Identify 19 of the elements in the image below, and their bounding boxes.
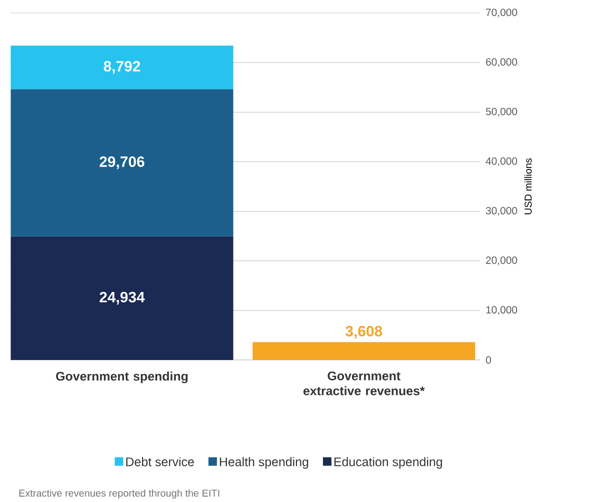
y-axis-title: USD millions [524,158,532,214]
legend-label: Debt service [126,457,194,466]
x-tick-label: Government spending [56,372,188,384]
data-label: 8,792 [104,60,140,74]
y-tick-label: 0 [486,356,491,364]
data-label: 24,934 [100,292,145,305]
y-tick-label: 30,000 [486,206,518,216]
data-label: 3,608 [346,326,382,339]
y-tick-label: 40,000 [486,157,518,166]
y-tick-label: 20,000 [486,256,518,266]
y-tick-label: 10,000 [486,306,518,315]
y-tick-label: 50,000 [486,108,518,116]
legend-label: Health spending [220,457,308,469]
y-tick-label: 60,000 [486,58,518,67]
y-tick-label: 70,000 [486,8,518,18]
x-tick-label: Government extractive revenues* [303,372,425,396]
legend-label: Education spending [334,457,442,469]
text: Extractive revenues reported through the EITI [19,489,220,499]
data-label: 29,706 [100,156,144,170]
